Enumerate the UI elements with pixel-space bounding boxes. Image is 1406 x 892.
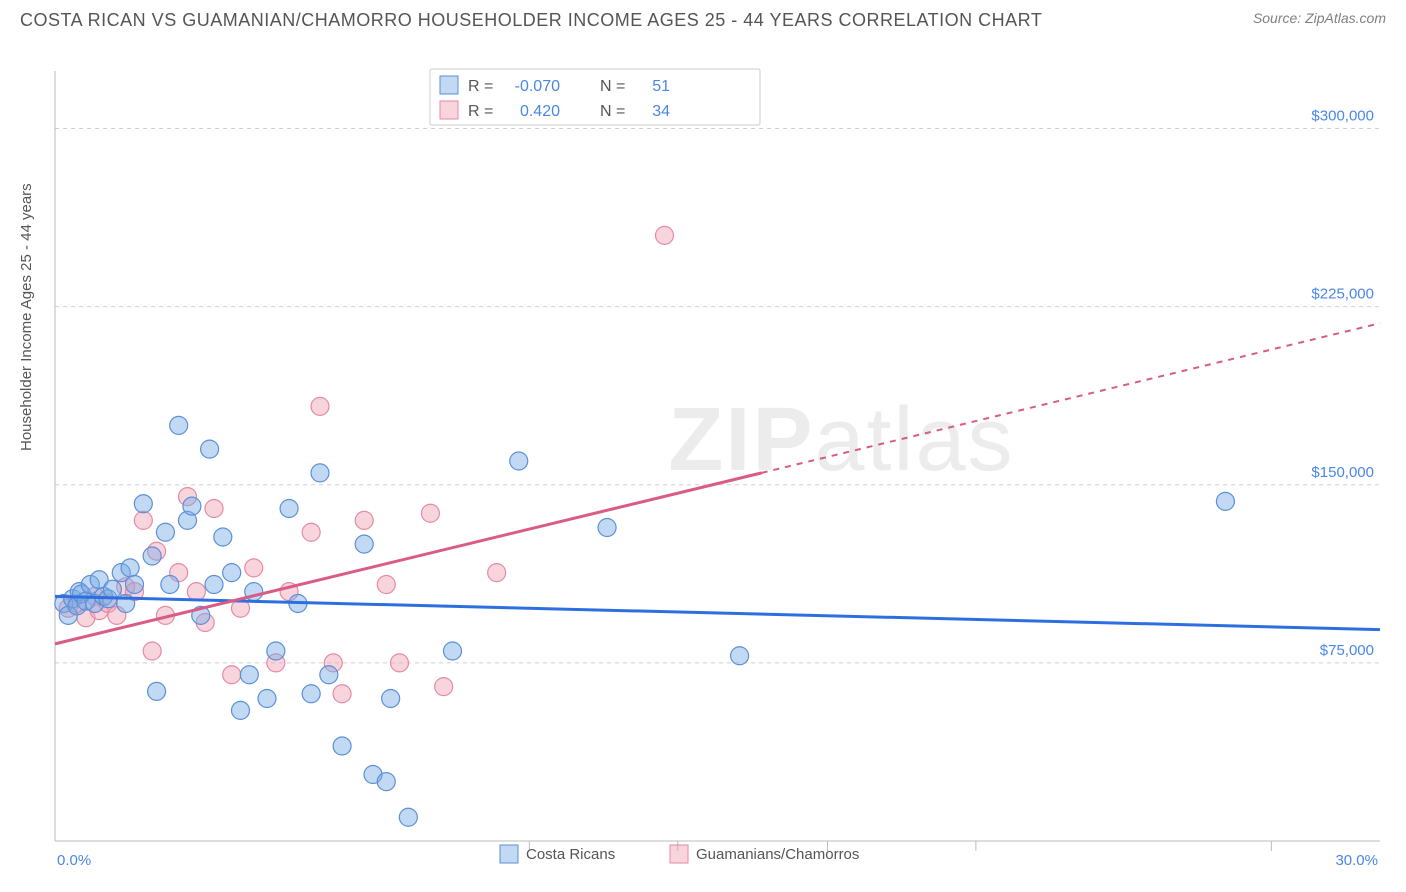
data-point <box>156 523 174 541</box>
data-point <box>377 576 395 594</box>
data-point <box>240 666 258 684</box>
data-point <box>134 511 152 529</box>
data-point <box>143 547 161 565</box>
data-point <box>280 500 298 518</box>
data-point <box>134 495 152 513</box>
source-attribution: Source: ZipAtlas.com <box>1253 10 1386 26</box>
data-point <box>320 666 338 684</box>
data-point <box>223 666 241 684</box>
legend-r-label: R = <box>468 78 493 95</box>
data-point <box>488 564 506 582</box>
header: COSTA RICAN VS GUAMANIAN/CHAMORRO HOUSEH… <box>0 0 1406 31</box>
data-point <box>333 737 351 755</box>
chart-title: COSTA RICAN VS GUAMANIAN/CHAMORRO HOUSEH… <box>20 10 1042 31</box>
chart-area: Householder Income Ages 25 - 44 years ZI… <box>0 31 1406 871</box>
source-prefix: Source: <box>1253 10 1305 26</box>
data-point <box>183 497 201 515</box>
legend-n-label: N = <box>600 78 625 95</box>
data-point <box>382 690 400 708</box>
legend-r-value-b: 0.420 <box>520 103 560 120</box>
data-point <box>421 504 439 522</box>
trend-line <box>55 596 1380 629</box>
x-tick-label: 0.0% <box>57 852 91 869</box>
trend-line-dashed <box>762 323 1380 473</box>
data-point <box>170 416 188 434</box>
source-name: ZipAtlas.com <box>1305 10 1386 26</box>
data-point <box>391 654 409 672</box>
data-point <box>377 773 395 791</box>
data-point <box>302 685 320 703</box>
data-point <box>258 690 276 708</box>
data-point <box>245 559 263 577</box>
y-tick-label: $225,000 <box>1311 286 1374 303</box>
y-tick-label: $150,000 <box>1311 464 1374 481</box>
data-point <box>187 583 205 601</box>
data-point <box>302 523 320 541</box>
data-point <box>267 642 285 660</box>
data-point <box>232 701 250 719</box>
bottom-legend-b: Guamanians/Chamorros <box>696 846 859 863</box>
legend-n-label: N = <box>600 103 625 120</box>
data-point <box>355 511 373 529</box>
legend-n-value-a: 51 <box>652 78 670 95</box>
data-point <box>311 464 329 482</box>
data-point <box>201 440 219 458</box>
x-tick-label: 30.0% <box>1335 852 1378 869</box>
data-point <box>121 559 139 577</box>
y-tick-label: $75,000 <box>1320 642 1374 659</box>
data-point <box>148 682 166 700</box>
data-point <box>311 397 329 415</box>
data-point <box>214 528 232 546</box>
y-axis-label: Householder Income Ages 25 - 44 years <box>18 183 35 451</box>
bottom-swatch-a <box>500 845 518 863</box>
y-tick-label: $300,000 <box>1311 108 1374 125</box>
data-point <box>126 576 144 594</box>
legend-r-label: R = <box>468 103 493 120</box>
data-point <box>731 647 749 665</box>
data-point <box>1216 492 1234 510</box>
data-point <box>510 452 528 470</box>
data-point <box>399 808 417 826</box>
legend-r-value-a: -0.070 <box>515 78 560 95</box>
data-point <box>435 678 453 696</box>
data-point <box>444 642 462 660</box>
bottom-legend-a: Costa Ricans <box>526 846 615 863</box>
data-point <box>656 226 674 244</box>
legend-n-value-b: 34 <box>652 103 670 120</box>
data-point <box>598 519 616 537</box>
data-point <box>161 576 179 594</box>
legend-swatch-b <box>440 101 458 119</box>
data-point <box>205 576 223 594</box>
data-point <box>103 580 121 598</box>
bottom-swatch-b <box>670 845 688 863</box>
data-point <box>205 500 223 518</box>
scatter-plot: $75,000 $150,000 $225,000 $300,000 0.0% 30.0%… <box>0 31 1406 871</box>
legend-swatch-a <box>440 76 458 94</box>
data-point <box>355 535 373 553</box>
data-point <box>333 685 351 703</box>
data-point <box>223 564 241 582</box>
data-point <box>143 642 161 660</box>
